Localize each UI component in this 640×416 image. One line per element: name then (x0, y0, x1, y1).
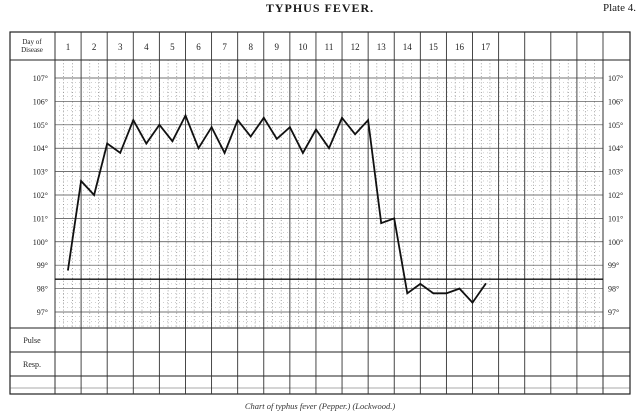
temperature-point (275, 137, 278, 140)
temperature-point (484, 282, 487, 285)
y-tick-label-left: 101° (33, 214, 48, 223)
y-tick-label-right: 104° (608, 144, 623, 153)
temperature-point (302, 151, 304, 154)
day-label: 12 (351, 42, 360, 52)
day-label: 6 (196, 42, 201, 52)
bottom-row-label: Pulse (23, 336, 41, 345)
temperature-point (145, 142, 148, 145)
temperature-point (367, 119, 370, 122)
y-tick-label-right: 102° (608, 191, 623, 200)
y-tick-label-right: 100° (608, 238, 623, 247)
bottom-row-label: Resp. (23, 360, 41, 369)
temperature-point (184, 114, 187, 117)
day-label: 17 (481, 42, 491, 52)
temperature-line (67, 113, 487, 305)
day-label: 16 (455, 42, 465, 52)
y-tick-label-right: 103° (608, 168, 623, 177)
temperature-point (341, 116, 343, 119)
day-label: 8 (248, 42, 253, 52)
y-tick-label-right: 97° (608, 308, 619, 317)
temperature-point (171, 140, 174, 143)
day-label: 11 (325, 42, 334, 52)
temperature-point (80, 180, 82, 182)
temperature-series (67, 113, 487, 305)
row-header-label: Day of (22, 38, 42, 46)
day-label: 4 (144, 42, 149, 52)
temperature-point (471, 301, 474, 304)
y-tick-label-right: 105° (608, 121, 623, 130)
temperature-point (419, 282, 422, 285)
y-tick-label-left: 97° (37, 308, 48, 317)
temperature-point (315, 128, 317, 131)
temperature-point (106, 142, 109, 145)
temperature-point (67, 268, 69, 271)
temperature-point (354, 133, 356, 136)
y-tick-label-left: 103° (33, 168, 48, 177)
y-tick-label-right: 107° (608, 74, 623, 83)
temperature-point (210, 126, 213, 129)
temperature-point (328, 147, 330, 150)
day-label: 1 (66, 42, 71, 52)
y-tick-label-right: 106° (608, 97, 623, 106)
temperature-point (380, 222, 383, 224)
temperature-point (406, 292, 409, 295)
temperature-point (197, 147, 200, 150)
y-tick-label-left: 99° (37, 261, 48, 270)
day-label: 10 (298, 42, 308, 52)
y-tick-label-left: 105° (33, 121, 48, 130)
temperature-point (458, 287, 461, 290)
day-label: 7 (222, 42, 227, 52)
temperature-point (223, 151, 226, 154)
day-label: 3 (118, 42, 123, 52)
day-label: 15 (429, 42, 439, 52)
y-tick-label-left: 100° (33, 238, 48, 247)
day-label: 13 (377, 42, 387, 52)
y-tick-label-right: 98° (608, 285, 619, 294)
temperature-point (445, 292, 448, 295)
chart-title: TYPHUS FEVER. (265, 1, 375, 15)
y-tick-label-left: 102° (33, 191, 48, 200)
row-header-label: Disease (21, 46, 43, 54)
temperature-point (132, 119, 135, 122)
chart-grid (9, 31, 631, 395)
plate-number: Plate 4. (603, 2, 636, 14)
y-tick-label-left: 106° (33, 97, 48, 106)
temperature-point (93, 194, 96, 196)
temperature-point (158, 123, 161, 126)
temperature-point (236, 119, 239, 122)
chart-frame (9, 31, 631, 395)
chart-caption: Chart of typhus fever (Pepper.) (Lockwoo… (244, 401, 396, 411)
temperature-point (119, 151, 122, 154)
y-tick-label-right: 101° (608, 214, 623, 223)
y-tick-label-right: 99° (608, 261, 619, 270)
temperature-point (393, 217, 396, 220)
day-label: 5 (170, 42, 175, 52)
y-tick-label-left: 98° (37, 285, 48, 294)
day-label: 9 (275, 42, 280, 52)
temperature-point (288, 126, 291, 129)
day-label: 14 (403, 42, 413, 52)
y-tick-label-left: 107° (33, 74, 48, 83)
y-tick-label-left: 104° (33, 144, 48, 153)
day-label: 2 (92, 42, 97, 52)
temperature-point (249, 135, 252, 138)
temperature-point (432, 292, 435, 295)
temperature-point (262, 116, 265, 119)
